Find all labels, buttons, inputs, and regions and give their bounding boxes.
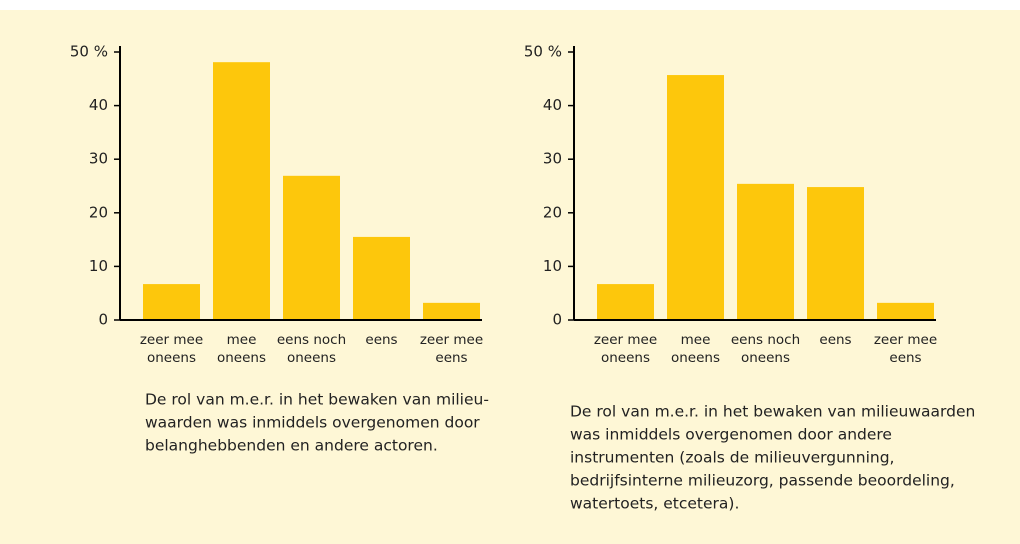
y-tick-label: 20 — [89, 203, 108, 221]
x-tick-label: mee — [227, 332, 257, 348]
caption: waarden was inmiddels overgenomen door — [145, 414, 480, 432]
bar — [143, 284, 200, 320]
x-tick-label: zeer mee — [140, 332, 203, 348]
caption: De rol van m.e.r. in het bewaken van mil… — [145, 391, 489, 409]
x-tick-label: oneens — [287, 350, 336, 366]
y-tick-label: 50 % — [70, 43, 108, 61]
bar — [737, 183, 794, 320]
y-tick-label: 30 — [543, 150, 562, 168]
y-tick-label: 50 % — [524, 43, 562, 61]
bar — [423, 302, 480, 320]
y-tick-label: 0 — [552, 311, 562, 329]
caption: watertoets, etcetera). — [570, 495, 739, 513]
y-tick-label: 20 — [543, 203, 562, 221]
x-tick-label: oneens — [671, 350, 720, 366]
bar — [597, 284, 654, 320]
x-tick-label: eens — [889, 350, 921, 366]
caption: was inmiddels overgenomen door andere — [570, 426, 892, 444]
bar — [807, 187, 864, 320]
x-tick-label: mee — [681, 332, 711, 348]
y-tick-label: 40 — [89, 96, 108, 114]
x-tick-label: eens — [435, 350, 467, 366]
bar — [213, 62, 270, 321]
caption: belanghebbenden en andere actoren. — [145, 437, 438, 455]
caption: instrumenten (zoals de milieuvergunning, — [570, 449, 894, 467]
x-tick-label: eens — [819, 332, 851, 348]
y-tick-label: 40 — [543, 96, 562, 114]
x-tick-label: zeer mee — [420, 332, 483, 348]
x-tick-label: zeer mee — [594, 332, 657, 348]
bar — [877, 302, 934, 320]
x-tick-label: eens noch — [731, 332, 800, 348]
y-tick-label: 30 — [89, 150, 108, 168]
y-tick-label: 0 — [98, 311, 108, 329]
bar — [353, 236, 410, 320]
x-tick-label: oneens — [741, 350, 790, 366]
x-tick-label: eens noch — [277, 332, 346, 348]
y-tick-label: 10 — [89, 257, 108, 275]
caption: De rol van m.e.r. in het bewaken van mil… — [570, 403, 975, 421]
y-tick-label: 10 — [543, 257, 562, 275]
caption: bedrijfsinterne milieuzorg, passende beo… — [570, 472, 955, 490]
x-tick-label: oneens — [217, 350, 266, 366]
x-tick-label: oneens — [601, 350, 650, 366]
x-tick-label: oneens — [147, 350, 196, 366]
bar — [667, 75, 724, 320]
x-tick-label: eens — [365, 332, 397, 348]
bar — [283, 175, 340, 320]
x-tick-label: zeer mee — [874, 332, 937, 348]
